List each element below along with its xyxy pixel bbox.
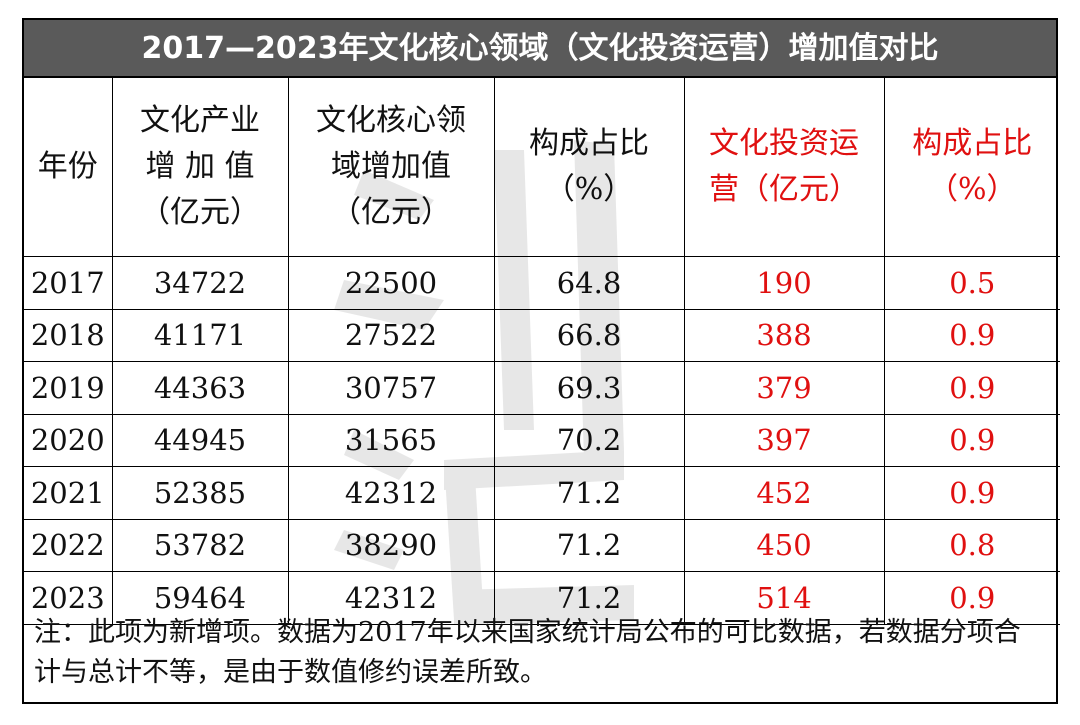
header-core: 文化核心领 域增加值 （亿元） (287, 78, 495, 257)
header-invest-ratio-line: （%） (927, 172, 1017, 207)
cell-invest-ratio: 0.9 (883, 571, 1060, 625)
cell-industry: 44945 (111, 413, 289, 467)
cell-core-ratio: 71.2 (493, 466, 685, 520)
cell-invest: 450 (683, 518, 885, 572)
cell-invest-ratio: 0.9 (883, 361, 1060, 415)
table-row: 2023 59464 42312 71.2 514 0.9 (24, 571, 1060, 625)
cell-core: 30757 (287, 361, 495, 415)
cell-year: 2023 (24, 571, 113, 625)
cell-invest-ratio: 0.8 (883, 518, 1060, 572)
cell-industry: 52385 (111, 466, 289, 520)
header-invest-ratio-line: 构成占比 (912, 126, 1033, 161)
cell-invest: 388 (683, 308, 885, 362)
cell-core: 42312 (287, 571, 495, 625)
table-frame: 2017—2023年文化核心领域（文化投资运营）增加值对比 年份 文化产业 增 … (22, 18, 1060, 704)
header-invest-line: 营（亿元） (709, 172, 859, 207)
cell-core: 38290 (287, 518, 495, 572)
header-core-ratio-line: （%） (544, 172, 634, 207)
cell-year: 2019 (24, 361, 113, 415)
header-invest-ratio: 构成占比 （%） (883, 78, 1060, 257)
cell-core-ratio: 64.8 (493, 256, 685, 310)
cell-core: 27522 (287, 308, 495, 362)
header-year: 年份 (24, 78, 113, 257)
header-core-line: （亿元） (331, 195, 451, 230)
table-row: 2019 44363 30757 69.3 379 0.9 (24, 361, 1060, 415)
header-core-line: 域增加值 (331, 149, 451, 184)
cell-industry: 44363 (111, 361, 289, 415)
cell-invest: 452 (683, 466, 885, 520)
table-row: 2017 34722 22500 64.8 190 0.5 (24, 256, 1060, 310)
header-invest: 文化投资运 营（亿元） (683, 78, 885, 257)
header-core-ratio-line: 构成占比 (529, 126, 649, 161)
cell-core: 31565 (287, 413, 495, 467)
table-row: 2018 41171 27522 66.8 388 0.9 (24, 308, 1060, 362)
cell-core-ratio: 69.3 (493, 361, 685, 415)
header-row: 年份 文化产业 增 加 值 （亿元） 文化核心领 域增加值 （亿元） 构成占比 … (24, 78, 1060, 257)
cell-invest-ratio: 0.5 (883, 256, 1060, 310)
cell-invest-ratio: 0.9 (883, 466, 1060, 520)
table-title: 2017—2023年文化核心领域（文化投资运营）增加值对比 (24, 20, 1056, 78)
header-core-line: 文化核心领 (316, 103, 466, 138)
cell-invest-ratio: 0.9 (883, 308, 1060, 362)
data-table: 年份 文化产业 增 加 值 （亿元） 文化核心领 域增加值 （亿元） 构成占比 … (24, 78, 1060, 625)
cell-industry: 34722 (111, 256, 289, 310)
cell-core-ratio: 71.2 (493, 518, 685, 572)
cell-invest-ratio: 0.9 (883, 413, 1060, 467)
header-core-ratio: 构成占比 （%） (493, 78, 685, 257)
cell-invest: 397 (683, 413, 885, 467)
cell-core-ratio: 66.8 (493, 308, 685, 362)
table-row: 2020 44945 31565 70.2 397 0.9 (24, 413, 1060, 467)
cell-year: 2018 (24, 308, 113, 362)
cell-core: 22500 (287, 256, 495, 310)
cell-invest: 190 (683, 256, 885, 310)
cell-year: 2021 (24, 466, 113, 520)
cell-core-ratio: 71.2 (493, 571, 685, 625)
cell-year: 2017 (24, 256, 113, 310)
table-row: 2022 53782 38290 71.2 450 0.8 (24, 518, 1060, 572)
cell-year: 2022 (24, 518, 113, 572)
footnote: 注：此项为新增项。数据为2017年以来国家统计局公布的可比数据，若数据分项合计与… (34, 617, 1021, 688)
header-industry-line: 增 加 值 (145, 149, 255, 184)
cell-industry: 53782 (111, 518, 289, 572)
header-industry-line: 文化产业 (140, 103, 260, 138)
cell-industry: 59464 (111, 571, 289, 625)
cell-industry: 41171 (111, 308, 289, 362)
cell-core: 42312 (287, 466, 495, 520)
cell-invest: 514 (683, 571, 885, 625)
header-industry: 文化产业 增 加 值 （亿元） (111, 78, 289, 257)
table-row: 2021 52385 42312 71.2 452 0.9 (24, 466, 1060, 520)
header-invest-line: 文化投资运 (709, 126, 859, 161)
cell-core-ratio: 70.2 (493, 413, 685, 467)
cell-year: 2020 (24, 413, 113, 467)
header-industry-line: （亿元） (140, 195, 260, 230)
cell-invest: 379 (683, 361, 885, 415)
